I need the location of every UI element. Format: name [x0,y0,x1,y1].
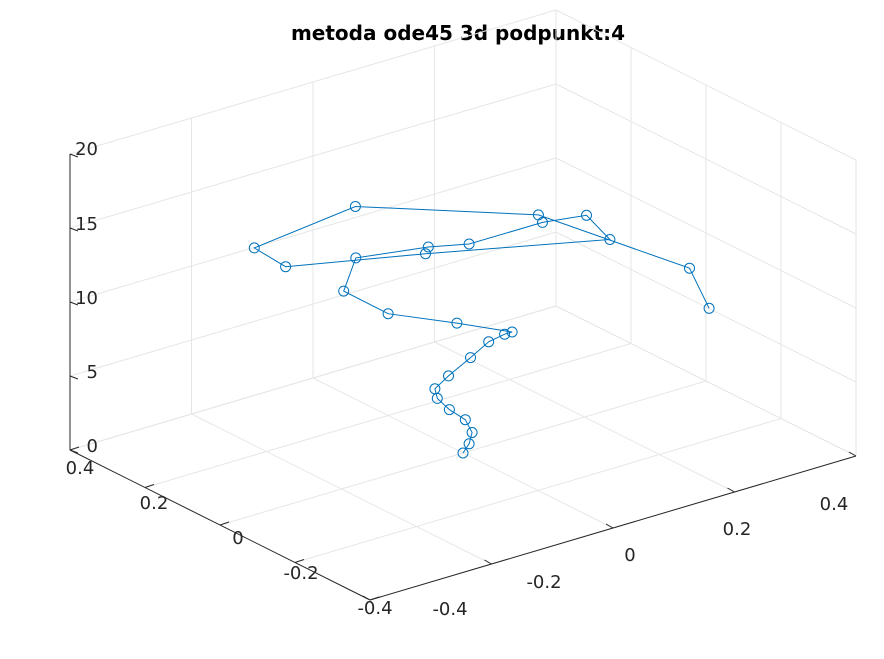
x-tick-label: 0 [624,545,635,566]
data-point-marker [466,427,478,438]
side-wall-gridline [555,83,857,235]
z-tick-mark [69,375,79,380]
x-tick-mark [484,559,492,565]
data-point-marker [463,238,475,250]
z-tick-mark [69,301,79,306]
floor-gridline [144,343,632,488]
x-tick-label: 0.2 [723,519,752,540]
series-layer [248,201,715,459]
z-tick-label: 10 [75,288,98,309]
z-tick-mark [69,449,79,454]
back-wall-gridline [69,231,557,377]
y-tick-label: 0.4 [66,458,95,479]
data-point-marker [483,336,495,348]
z-tick-mark [69,227,79,232]
x-tick-mark [605,523,614,529]
data-point-marker [457,447,469,459]
data-point-marker [248,242,260,254]
side-wall-gridline [555,157,857,309]
chart-title: metoda ode45 3d podpunkt:4 [291,21,625,45]
data-point-marker [429,383,441,395]
x-tick-mark [848,451,857,457]
data-point-marker [382,308,394,320]
z-tick-label: 5 [87,362,98,383]
z-tick-label: 0 [87,436,98,457]
floor-gridline [294,418,782,563]
x-tick-label: -0.2 [526,572,561,593]
data-point-marker [604,234,616,245]
y-tick-mark [294,559,305,563]
data-point-marker [459,414,471,426]
y-tick-label: 0.2 [140,493,169,514]
y-tick-mark [144,484,155,488]
axis-layer [69,153,857,601]
y-tick-label: 0 [232,528,243,549]
data-point-marker [349,201,361,212]
back-wall-gridline [69,83,557,229]
data-point-marker [280,261,292,273]
y-tick-mark [369,596,380,601]
data-point-marker [684,262,695,274]
data-point-marker [443,370,454,382]
data-point-marker [465,352,476,364]
x-tick-label: 0.4 [820,494,849,515]
y-tick-mark [219,521,230,526]
y-tick-mark [69,446,80,451]
y-tick-label: -0.2 [283,563,318,584]
data-point-marker [532,209,544,221]
y-tick-label: -0.4 [357,598,392,619]
data-point-marker [350,252,362,264]
data-point-marker [463,438,475,450]
z-tick-mark [69,153,79,158]
tick-labels: 20 15 10 5 0 0.4 0.2 0 -0.2 -0.4 -0.4 -0… [66,139,849,620]
data-point-marker [451,317,463,329]
back-wall-gridline [69,305,557,451]
x-tick-mark [362,595,371,601]
data-point-marker [420,248,431,260]
series-line [253,205,710,454]
back-wall-gridline [69,157,557,303]
z-tick-label: 15 [75,214,98,235]
back-wall-gridline [69,9,557,155]
z-tick-label: 20 [75,139,98,160]
data-point-marker [338,285,350,297]
data-point-marker [703,302,715,314]
data-point-marker [581,209,592,221]
side-wall-gridline [555,305,857,457]
data-point-marker [506,326,518,338]
side-wall-gridline [555,231,857,383]
x-tick-mark [727,487,735,493]
data-point-marker [499,328,511,340]
x-tick-label: -0.4 [432,599,467,620]
side-wall-gridline [555,9,857,161]
data-point-marker [443,404,455,416]
data-point-marker [422,241,434,253]
